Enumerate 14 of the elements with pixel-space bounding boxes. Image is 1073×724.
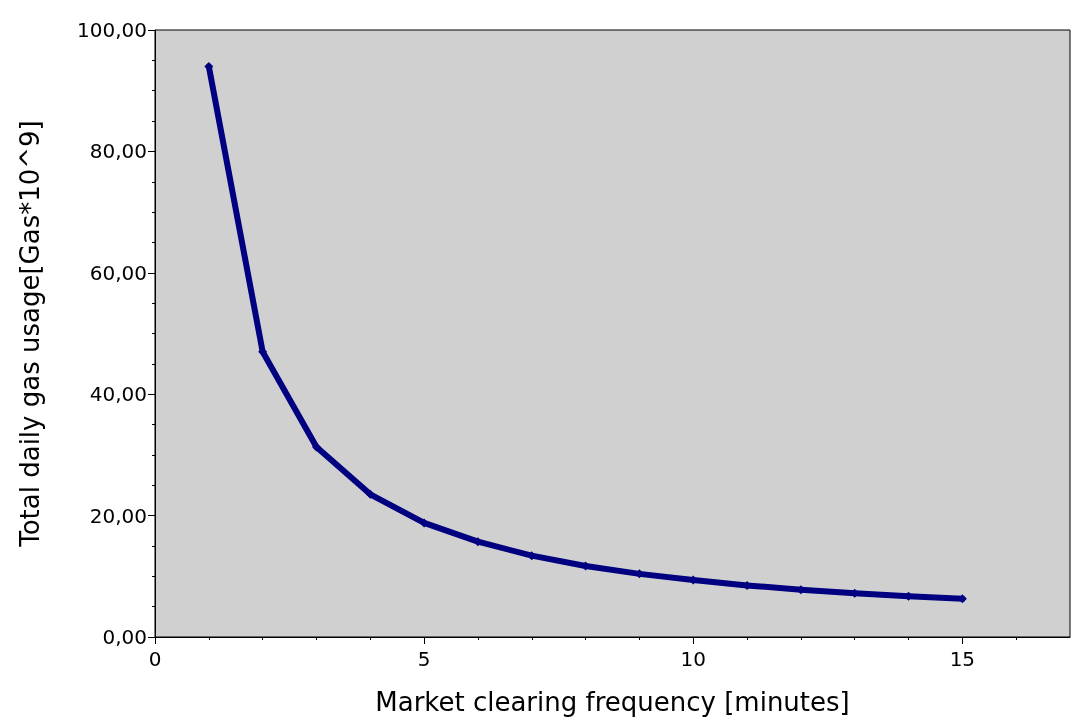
point	[365, 489, 375, 499]
x-axis-title: Market clearing frequency [minutes]	[375, 687, 850, 717]
y-tick-label: 60,00	[89, 260, 147, 285]
x-tick-label: 5	[417, 647, 431, 671]
y-tick-label: 100,00	[77, 18, 147, 42]
y-tick-label: 0,00	[102, 625, 147, 649]
point	[311, 442, 321, 452]
y-tick-label: 80,00	[89, 139, 147, 164]
x-tick-label: 10	[680, 647, 706, 671]
x-tick-label: 0	[148, 647, 162, 671]
y-tick-label: 40,00	[89, 382, 147, 407]
y-tick-label: 20,00	[89, 503, 147, 528]
y-axis-title: Total daily gas usage[Gas*10^9]	[15, 120, 45, 548]
x-tick-label: 15	[949, 647, 976, 671]
